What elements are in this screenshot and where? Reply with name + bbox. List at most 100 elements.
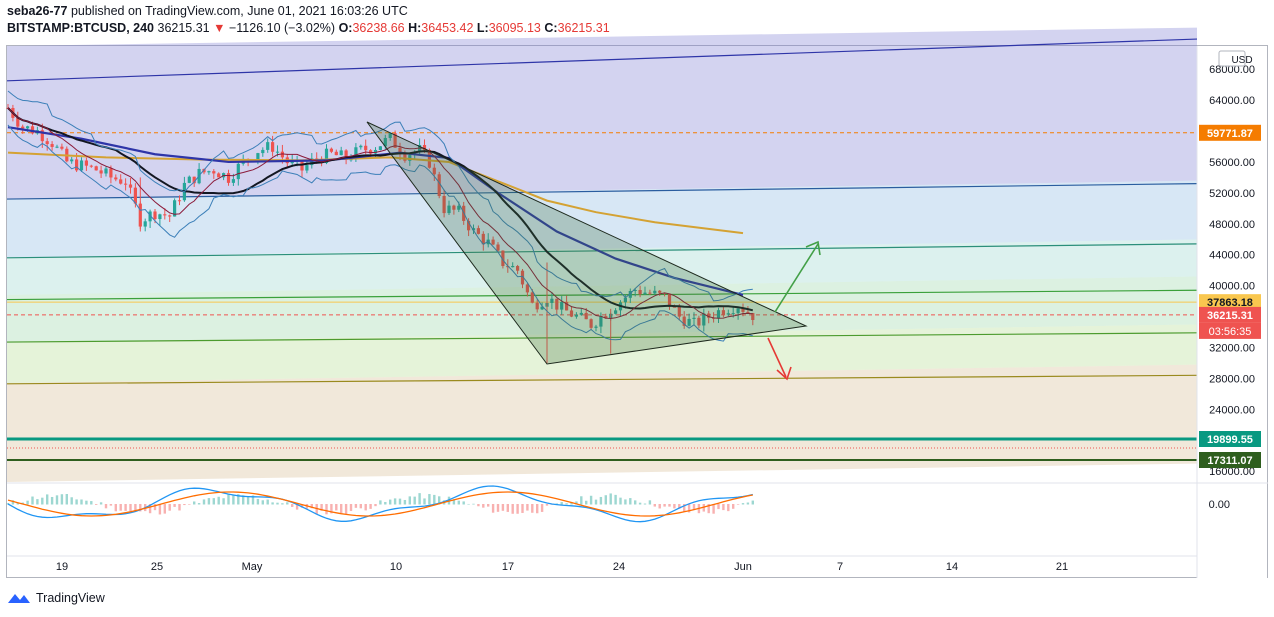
candle-body	[643, 292, 647, 295]
macd-histogram-bar	[168, 504, 171, 511]
candle-body	[271, 142, 275, 152]
symbol-label[interactable]: BITSTAMP:BTCUSD, 240	[7, 21, 155, 35]
macd-histogram-bar	[516, 504, 519, 514]
price-badge	[1199, 306, 1261, 323]
publish-info: seba26-77 published on TradingView.com, …	[7, 4, 408, 18]
candle-body	[40, 130, 44, 142]
macd-histogram-bar	[741, 503, 745, 505]
candle-body	[207, 171, 211, 173]
macd-histogram-bar	[217, 496, 220, 505]
macd-histogram-bar	[487, 504, 490, 507]
chart-frame[interactable]	[6, 45, 1268, 578]
candle-body	[266, 142, 270, 150]
candle-body	[530, 292, 534, 303]
channel-line	[6, 374, 1198, 385]
candle-body	[746, 311, 750, 314]
ma-navy-line	[7, 126, 744, 296]
channel-line	[6, 332, 1198, 343]
candle-body	[50, 144, 54, 147]
macd-histogram-bar	[148, 504, 152, 514]
macd-histogram-bar	[251, 495, 255, 505]
macd-histogram-bar	[398, 498, 402, 505]
macd-histogram-bar	[26, 500, 29, 505]
fib-band	[7, 364, 1197, 482]
fib-band	[7, 27, 1197, 200]
macd-histogram-bar	[119, 504, 122, 511]
bollinger-lower	[7, 124, 753, 342]
macd-histogram-bar	[751, 500, 754, 505]
macd-histogram-bar	[369, 504, 372, 509]
x-tick-label: 25	[151, 561, 163, 573]
candle-body	[437, 174, 441, 196]
author[interactable]: seba26-77	[7, 4, 68, 18]
candle-body	[692, 317, 696, 319]
macd-histogram-bar	[325, 504, 328, 515]
ma-black-line	[7, 107, 754, 312]
macd-histogram-bar	[50, 496, 54, 505]
fib-band	[7, 239, 1197, 295]
macd-histogram-bar	[589, 495, 593, 505]
high-value: 36453.42	[421, 21, 474, 35]
candle-body	[751, 313, 755, 321]
macd-histogram-bar	[594, 499, 598, 505]
candle-body	[501, 250, 505, 267]
macd-histogram-bar	[153, 504, 157, 511]
macd-histogram-bar	[506, 504, 509, 512]
candle-body	[393, 133, 397, 148]
ohlc-legend: BITSTAMP:BTCUSD, 240 36215.31 ▼ −1126.10…	[7, 21, 610, 35]
macd-histogram-bar	[330, 504, 333, 514]
candle-body	[550, 298, 554, 303]
candle-body	[702, 313, 706, 326]
macd-histogram-bar	[232, 494, 235, 505]
candle-body	[280, 151, 284, 158]
channel-line	[6, 289, 1198, 301]
candle-body	[623, 297, 627, 303]
y-tick-label: 24000.00	[1209, 404, 1255, 416]
macd-histogram-bar	[457, 500, 460, 505]
ma-maroon-line	[7, 107, 753, 320]
macd-histogram-bar	[536, 504, 539, 514]
close-value: 36215.31	[557, 21, 610, 35]
y-tick-label: 40000.00	[1209, 281, 1255, 293]
macd-histogram-bar	[678, 504, 681, 509]
candle-body	[422, 144, 427, 150]
macd-histogram-bar	[281, 503, 284, 505]
candle-body	[452, 205, 456, 210]
macd-histogram-bar	[501, 504, 505, 511]
macd-line	[7, 485, 753, 523]
candle-body	[70, 159, 74, 162]
macd-histogram-bar	[717, 504, 720, 510]
macd-histogram-bar	[178, 504, 181, 511]
macd-histogram-bar	[36, 499, 39, 505]
candle-body	[560, 301, 564, 310]
macd-histogram-bar	[722, 504, 725, 511]
macd-histogram-bar	[41, 497, 44, 505]
macd-histogram-bar	[565, 503, 568, 505]
macd-histogram-bar	[629, 498, 632, 505]
macd-histogram-bar	[438, 496, 441, 505]
candle-body	[628, 290, 632, 298]
candle-body	[192, 176, 196, 184]
macd-histogram-bar	[408, 496, 411, 505]
x-tick-label: 24	[613, 561, 625, 573]
candle-body	[45, 141, 49, 145]
tradingview-brand[interactable]: TradingView	[7, 591, 105, 605]
candle-body	[99, 170, 103, 174]
currency-label: USD	[1231, 55, 1252, 66]
macd-histogram-bar	[320, 504, 323, 511]
macd-histogram-bar	[11, 500, 15, 505]
candle-body	[658, 290, 662, 293]
macd-histogram-bar	[60, 494, 64, 505]
macd-histogram-bar	[212, 498, 215, 505]
macd-histogram-bar	[653, 504, 656, 507]
x-tick-label: May	[242, 561, 263, 573]
candle-body	[84, 160, 88, 166]
down-arrow-icon: ▼	[213, 21, 226, 35]
macd-histogram-bar	[732, 504, 735, 509]
candle-body	[109, 168, 113, 178]
macd-histogram-bar	[286, 502, 289, 505]
candle-body	[716, 310, 721, 319]
y-tick-label: 56000.00	[1209, 157, 1255, 169]
macd-histogram-bar	[560, 502, 563, 505]
